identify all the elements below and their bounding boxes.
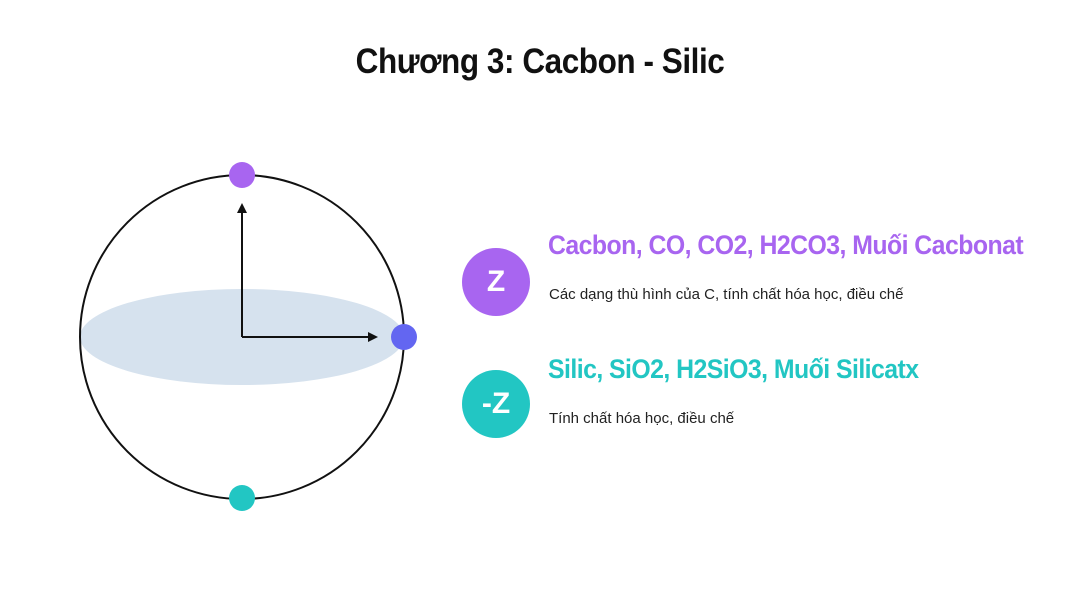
- item-description: Các dạng thù hình của C, tính chất hóa h…: [549, 286, 904, 303]
- list-item-cacbon: Z Cacbon, CO, CO2, H2CO3, Muối Cacbonat …: [462, 230, 1062, 316]
- item-description: Tính chất hóa học, điều chế: [549, 410, 735, 427]
- z-badge: Z: [462, 248, 530, 316]
- top-pole-dot: [229, 162, 255, 188]
- page-title: Chương 3: Cacbon - Silic: [355, 42, 725, 81]
- bottom-pole-dot: [229, 485, 255, 511]
- minus-z-badge: -Z: [462, 370, 530, 438]
- list-item-silic: -Z Silic, SiO2, H2SiO3, Muối Silicatx Tí…: [462, 354, 1062, 438]
- item-heading: Cacbon, CO, CO2, H2CO3, Muối Cacbonat: [548, 230, 1024, 260]
- item-heading: Silic, SiO2, H2SiO3, Muối Silicatx: [548, 354, 919, 384]
- right-point-dot: [391, 324, 417, 350]
